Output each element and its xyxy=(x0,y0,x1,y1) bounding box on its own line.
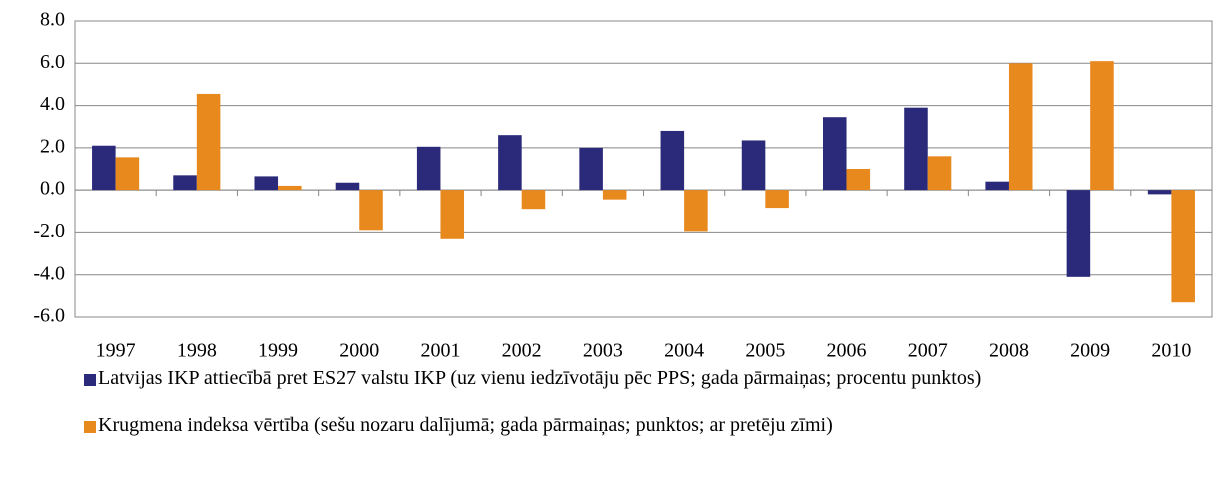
y-tick-label: 0.0 xyxy=(40,178,65,200)
y-tick-label: -6.0 xyxy=(33,305,65,327)
bar xyxy=(822,117,847,191)
bar xyxy=(602,190,627,200)
x-tick-label: 2000 xyxy=(339,340,379,362)
bar xyxy=(196,93,221,191)
plot-border xyxy=(74,20,1213,318)
bar xyxy=(765,190,789,209)
bar xyxy=(904,107,928,191)
y-tick-label: -2.0 xyxy=(33,220,65,242)
x-tick-label: 1999 xyxy=(258,340,298,362)
bar xyxy=(359,190,383,231)
legend-entry: Krugmena indeksa vērtība (sešu nozaru da… xyxy=(84,413,1204,438)
bar xyxy=(498,135,522,191)
x-tick-label: 2006 xyxy=(827,340,867,362)
bar xyxy=(278,185,302,191)
legend-label: Krugmena indeksa vērtība (sešu nozaru da… xyxy=(98,414,833,436)
bar xyxy=(92,145,116,191)
bar xyxy=(927,156,952,191)
bar xyxy=(1147,190,1172,195)
y-tick-label: 8.0 xyxy=(40,9,65,31)
y-tick-label: 4.0 xyxy=(40,93,65,115)
bar xyxy=(741,140,766,191)
x-tick-label: 2004 xyxy=(664,340,704,362)
y-tick-label: 2.0 xyxy=(40,135,65,157)
x-tick-label: 1997 xyxy=(96,340,136,362)
bar xyxy=(1090,61,1114,191)
legend: Latvijas IKP attiecībā pret ES27 valstu … xyxy=(84,366,1204,460)
x-tick-label: 2001 xyxy=(420,340,460,362)
legend-swatch xyxy=(84,374,96,386)
bar xyxy=(1171,190,1195,303)
bar xyxy=(1008,63,1033,191)
chart: -6.0 -4.0 -2.0 0.0 2.0 4.0 6.0 8.0 1997 1998 1999 2… xyxy=(33,9,1213,362)
bar xyxy=(521,190,546,210)
x-tick-label: 2005 xyxy=(745,340,785,362)
bar xyxy=(440,190,465,239)
bar xyxy=(684,190,708,232)
bar xyxy=(1066,190,1091,277)
bar xyxy=(416,146,441,191)
x-tick-label: 2009 xyxy=(1070,340,1110,362)
bar xyxy=(579,147,603,191)
y-tick-label: -4.0 xyxy=(33,262,65,284)
legend-swatch xyxy=(84,421,96,433)
bar xyxy=(660,130,685,191)
x-tick-label: 2003 xyxy=(583,340,623,362)
bar xyxy=(985,181,1009,191)
legend-entry: Latvijas IKP attiecībā pret ES27 valstu … xyxy=(84,366,1204,391)
bar xyxy=(335,182,360,191)
bar xyxy=(254,176,279,191)
bar xyxy=(173,175,197,191)
x-tick-label: 2010 xyxy=(1151,340,1191,362)
x-tick-label: 2008 xyxy=(989,340,1029,362)
x-tick-label: 2007 xyxy=(908,340,948,362)
bar xyxy=(846,169,871,191)
bar xyxy=(115,157,140,191)
y-tick-label: 6.0 xyxy=(40,51,65,73)
x-tick-label: 1998 xyxy=(177,340,217,362)
legend-label: Latvijas IKP attiecībā pret ES27 valstu … xyxy=(98,367,982,389)
x-tick-label: 2002 xyxy=(502,340,542,362)
